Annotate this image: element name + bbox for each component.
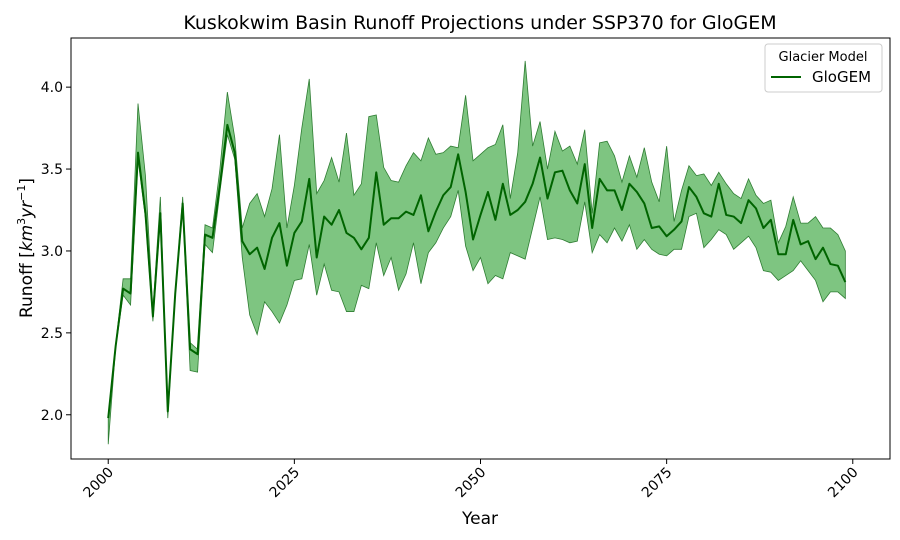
legend-box — [764, 43, 883, 93]
x-tick-label: 2000 — [81, 465, 118, 502]
x-axis-ticks: 2000 2025 2050 2075 2100 — [81, 459, 862, 501]
legend-title: Glacier Model — [779, 50, 868, 65]
y-tick-label: 3.0 — [41, 244, 63, 260]
x-tick-label: 2075 — [639, 465, 676, 502]
y-axis-label: Runoff [km3yr−1] — [15, 178, 37, 318]
legend-label-glogem: GloGEM — [812, 68, 871, 86]
x-tick-label: 2025 — [267, 465, 304, 502]
y-tick-label: 3.5 — [41, 162, 63, 178]
y-tick-label: 2.0 — [41, 408, 63, 424]
x-tick-label: 2100 — [825, 465, 862, 502]
uncertainty-band — [107, 60, 846, 445]
y-tick-label: 4.0 — [41, 80, 63, 96]
y-axis-ticks: 2.0 2.5 3.0 3.5 4.0 — [41, 80, 71, 424]
series-line-glogem — [107, 123, 847, 419]
legend: Glacier Model GloGEM — [764, 43, 883, 93]
x-axis-label: Year — [461, 509, 498, 529]
y-tick-label: 2.5 — [41, 326, 63, 342]
chart-title: Kuskokwim Basin Runoff Projections under… — [183, 12, 776, 34]
plot-area — [70, 37, 891, 460]
x-tick-label: 2050 — [453, 465, 490, 502]
